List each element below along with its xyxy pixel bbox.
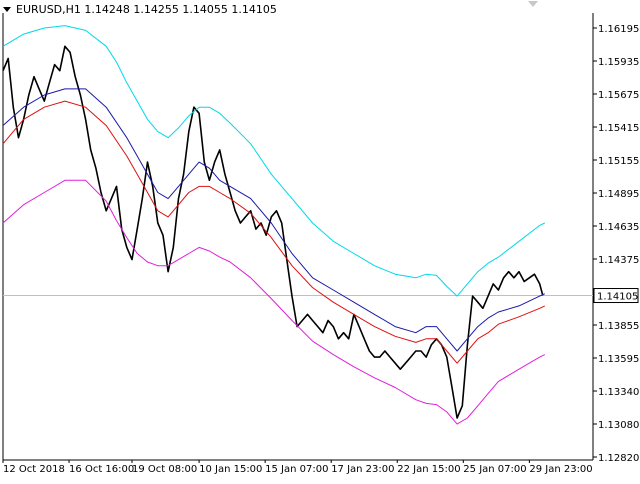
y-tick-label: 1.14635	[598, 222, 639, 233]
x-tick-label: 10 Jan 15:00	[199, 464, 262, 475]
y-tick-label: 1.13080	[598, 420, 639, 431]
chart-header: EURUSD,H1 1.14248 1.14255 1.14055 1.1410…	[16, 3, 277, 16]
y-tick-label: 1.15415	[598, 123, 639, 134]
y-tick-label: 1.15155	[598, 156, 639, 167]
x-tick-label: 29 Jan 23:00	[529, 464, 592, 475]
series-line-1	[2, 88, 546, 352]
x-tick-label: 15 Jan 07:00	[265, 464, 328, 475]
x-tick-label: 22 Jan 15:00	[397, 464, 460, 475]
y-tick-label: 1.13855	[598, 321, 639, 332]
series-line-3	[2, 25, 546, 297]
x-tick-label: 17 Jan 23:00	[331, 464, 394, 475]
y-tick-label: 1.14375	[598, 255, 639, 266]
symbol-label: EURUSD,H1	[16, 3, 81, 16]
y-tick-label: 1.15675	[598, 90, 639, 101]
y-tick-label: 1.13340	[598, 387, 639, 398]
x-tick-label: 25 Jan 07:00	[463, 464, 526, 475]
x-tick-label: 16 Oct 16:00	[69, 464, 134, 475]
close-value: 1.14105	[231, 3, 277, 16]
y-tick-label: 1.14895	[598, 189, 639, 200]
x-tick-label: 19 Oct 08:00	[132, 464, 197, 475]
y-tick-label: 1.16195	[598, 24, 639, 35]
current-price-box	[593, 288, 639, 304]
x-tick-label: 12 Oct 2018	[3, 464, 65, 475]
y-tick-label: 1.13595	[598, 354, 639, 365]
chart-shift-marker-icon[interactable]	[528, 1, 538, 7]
series-line-0	[2, 45, 544, 419]
y-tick-label: 1.12820	[598, 453, 639, 464]
chart-menu-icon[interactable]	[3, 7, 11, 12]
high-value: 1.14255	[133, 3, 179, 16]
low-value: 1.14055	[182, 3, 228, 16]
y-tick-label: 1.15935	[598, 57, 639, 68]
series-line-4	[2, 179, 546, 425]
open-value: 1.14248	[84, 3, 130, 16]
series-line-2	[2, 100, 546, 364]
current-price-label: 1.14105	[597, 292, 638, 303]
